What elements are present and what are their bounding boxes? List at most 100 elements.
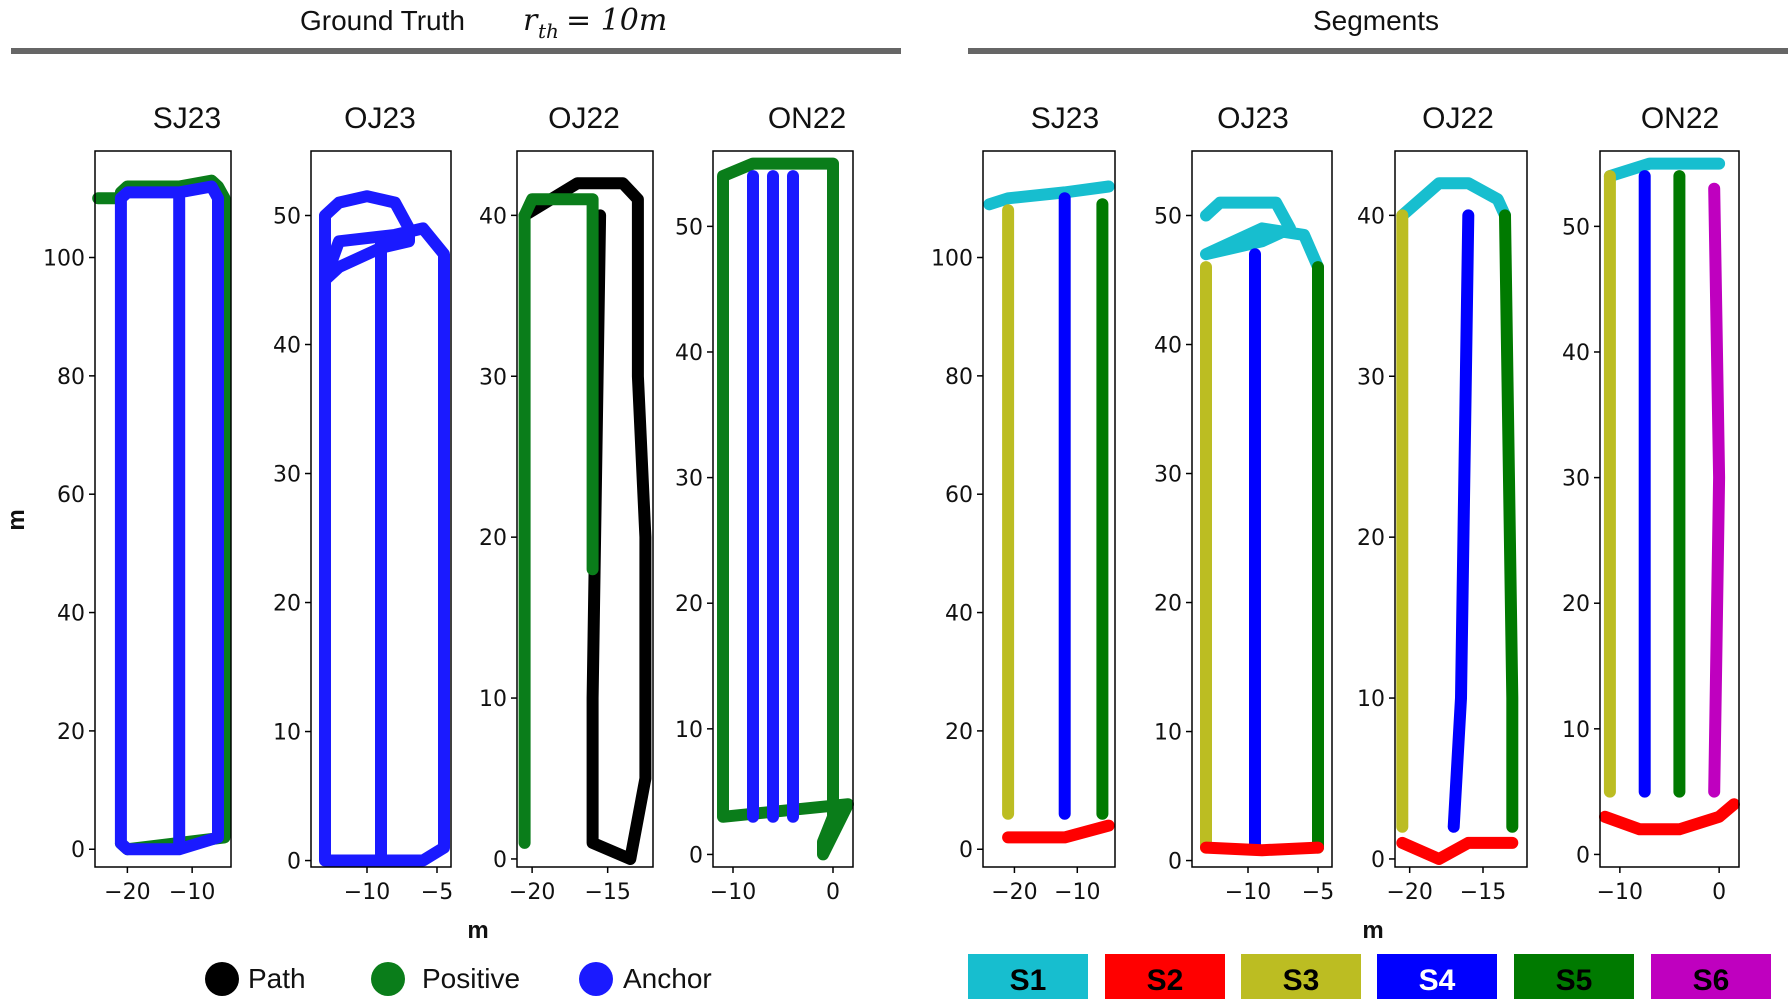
panel-title: OJ23 — [1217, 102, 1289, 135]
y-tick-label: 0 — [1371, 848, 1385, 873]
panel-5: SJ23 −20 −10 0 20 40 60 80 100 — [931, 102, 1116, 905]
panel-title: OJ23 — [344, 102, 416, 135]
y-tick-label: 50 — [273, 205, 301, 230]
y-tick-label: 30 — [1154, 463, 1182, 488]
y-tick-label: 10 — [675, 718, 703, 743]
x-tick-label: −15 — [1460, 880, 1506, 905]
y-tick-label: 0 — [1576, 843, 1590, 868]
y-tick-label: 10 — [273, 721, 301, 746]
segment-s3-label: S3 — [1283, 964, 1320, 997]
y-tick-label: 20 — [1562, 592, 1590, 617]
segment-s3-swatch — [1241, 954, 1361, 999]
x-tick-label: −20 — [1386, 880, 1432, 905]
y-tick-label: 60 — [57, 483, 85, 508]
y-tick-label: 80 — [57, 365, 85, 390]
threshold-math-sub: th — [538, 19, 559, 43]
y-tick-label: 40 — [1357, 204, 1385, 229]
y-tick-label: 100 — [931, 247, 973, 272]
y-tick-label: 20 — [1357, 526, 1385, 551]
y-tick-label: 40 — [273, 334, 301, 359]
panel-1: SJ23 −20 −10 0 20 40 60 80 100 — [43, 102, 232, 905]
segment-s1-line — [1603, 157, 1726, 183]
panel-2: OJ23 −10 −5 0 10 20 30 40 50 — [273, 102, 453, 905]
trajectory-line — [319, 190, 450, 867]
threshold-math-rest: = 10m — [566, 3, 667, 38]
y-tick-label: 20 — [479, 526, 507, 551]
panel-frame — [982, 150, 1116, 868]
x-tick-label: −20 — [104, 880, 150, 905]
y-tick-label: 30 — [479, 365, 507, 390]
y-tick-label: 10 — [1562, 718, 1590, 743]
trajectory-line — [518, 193, 599, 849]
y-tick-label: 20 — [945, 720, 973, 745]
x-tick-label: −10 — [1597, 880, 1643, 905]
trajectory-line — [518, 177, 652, 865]
panel-frame — [1191, 150, 1333, 868]
y-tick-label: 30 — [675, 467, 703, 492]
x-tick-label: −10 — [169, 880, 215, 905]
segment-s2-label: S2 — [1147, 964, 1184, 997]
y-tick-label: 50 — [1562, 215, 1590, 240]
x-tick-label: −10 — [1054, 880, 1100, 905]
panel-frame — [94, 150, 232, 868]
panel-4: ON22 −10 0 0 10 20 30 40 50 — [675, 102, 854, 905]
panel-7: OJ22 −20 −15 0 10 20 30 40 — [1357, 102, 1528, 905]
segment-s2-line — [1002, 819, 1115, 844]
y-tick-label: 40 — [479, 204, 507, 229]
x-axis-label-right: m — [1362, 917, 1383, 944]
y-tick-label: 10 — [1154, 721, 1182, 746]
ground-truth-rule — [11, 48, 901, 54]
panel-title: OJ22 — [1422, 102, 1494, 135]
x-tick-label: −20 — [991, 880, 1037, 905]
segment-s5-swatch — [1514, 954, 1634, 999]
legend-path-marker — [205, 962, 239, 996]
panel-title: OJ22 — [548, 102, 620, 135]
y-tick-label: 0 — [71, 838, 85, 863]
y-tick-label: 20 — [57, 720, 85, 745]
segment-s2-line — [1200, 841, 1324, 857]
y-axis-label: m — [3, 509, 30, 530]
panel-frame — [1599, 150, 1740, 868]
x-tick-label: 0 — [1712, 880, 1726, 905]
panel-frame — [516, 150, 654, 868]
segment-s1-label: S1 — [1010, 964, 1047, 997]
legend-positive-marker — [371, 962, 405, 996]
segment-s4-label: S4 — [1419, 964, 1456, 997]
y-tick-label: 80 — [945, 365, 973, 390]
panel-title: ON22 — [1641, 102, 1719, 135]
panel-frame — [1394, 150, 1528, 868]
y-tick-label: 50 — [1154, 205, 1182, 230]
y-tick-label: 30 — [1562, 467, 1590, 492]
panel-frame — [310, 150, 452, 868]
segment-s1-swatch — [968, 954, 1088, 999]
y-tick-label: 40 — [57, 602, 85, 627]
legend: Path Positive Anchor — [205, 962, 712, 996]
y-tick-label: 0 — [1168, 850, 1182, 875]
x-tick-label: −20 — [509, 880, 555, 905]
trajectory-line — [114, 180, 224, 856]
segments-legend: S1 S2 S3 S4 S5 S6 — [968, 954, 1771, 999]
threshold-math-r: r — [523, 3, 539, 38]
y-tick-label: 20 — [1154, 592, 1182, 617]
segment-s2-line — [1599, 798, 1740, 836]
y-tick-label: 0 — [689, 843, 703, 868]
y-tick-label: 30 — [273, 463, 301, 488]
y-tick-label: 40 — [1154, 334, 1182, 359]
legend-path-label: Path — [248, 963, 306, 994]
panel-6: OJ23 −10 −5 0 10 20 30 40 50 — [1154, 102, 1334, 905]
segment-s5-line — [1499, 209, 1519, 833]
y-tick-label: 40 — [1562, 341, 1590, 366]
segment-s1-line — [983, 180, 1115, 211]
segment-s4-swatch — [1377, 954, 1497, 999]
segments-title: Segments — [1313, 5, 1439, 36]
segment-s1-line — [1200, 196, 1324, 274]
trajectory-line — [717, 157, 854, 861]
x-tick-label: −10 — [344, 880, 390, 905]
segment-s6-swatch — [1651, 954, 1771, 999]
y-tick-label: 20 — [675, 592, 703, 617]
panel-8: ON22 −10 0 0 10 20 30 40 50 — [1562, 102, 1740, 905]
x-tick-label: −5 — [421, 880, 453, 905]
y-tick-label: 40 — [675, 341, 703, 366]
